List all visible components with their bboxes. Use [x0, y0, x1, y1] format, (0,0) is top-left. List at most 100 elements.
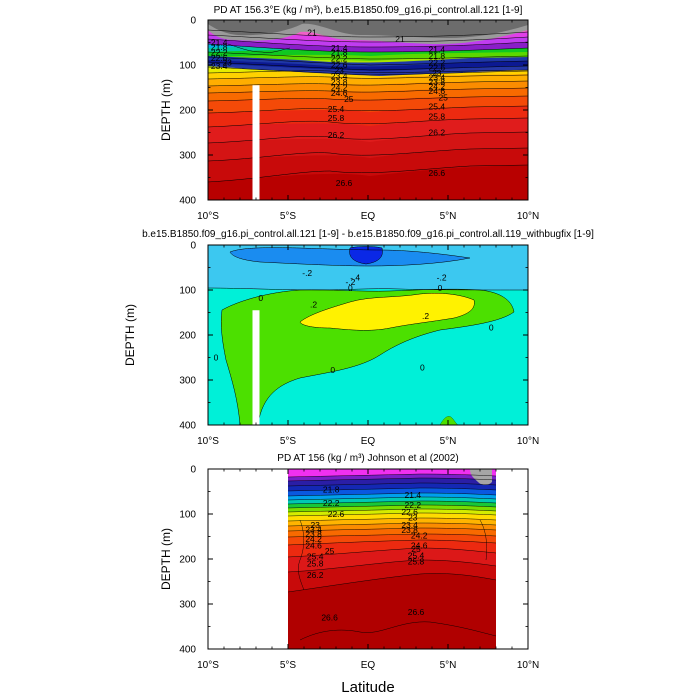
- x-tick-label: 10°N: [517, 211, 539, 222]
- y-tick-label: 0: [190, 241, 196, 252]
- contour-label: -.2: [302, 268, 312, 278]
- contour-label: 25.8: [408, 557, 425, 567]
- x-tick-label: 10°N: [517, 436, 539, 447]
- x-tick-label: 5°N: [440, 436, 457, 447]
- contour-label: -.2: [345, 277, 355, 287]
- contour-label: 22.6: [331, 60, 348, 70]
- contour-label: 21.4: [405, 490, 422, 500]
- contour-label: 21.8: [429, 51, 446, 61]
- contour-label: 26.2: [429, 128, 446, 138]
- contour-label: 21.4: [211, 38, 228, 48]
- contour-label: 21.8: [323, 485, 340, 495]
- contour-label: 25: [325, 546, 335, 556]
- contour-label: 23.8: [331, 77, 348, 87]
- y-tick-label: 300: [179, 151, 196, 162]
- contour-label: 22.2: [211, 47, 228, 57]
- contour-label: 0: [438, 283, 443, 293]
- panel-3: PD AT 156 (kg / m³) Johnson et al (2002): [159, 453, 539, 671]
- y-tick-label: 400: [179, 196, 196, 207]
- contour-label: 26.6: [321, 613, 338, 623]
- contour-label: 26.2: [328, 130, 345, 140]
- contour-label: 23: [408, 513, 418, 523]
- contour-label: 22.2: [429, 57, 446, 67]
- y-tick-label: 200: [179, 106, 196, 117]
- y-tick-label: 100: [179, 286, 196, 297]
- y-tick-label: 300: [179, 600, 196, 611]
- x-tick-label: 5°S: [280, 660, 297, 671]
- x-axis-label: Latitude: [341, 679, 394, 696]
- contour-label: 23.4: [331, 71, 348, 81]
- contour-label: 23.4: [211, 61, 228, 71]
- contour-label: 0: [330, 365, 335, 375]
- contour-label: 25.4: [328, 104, 345, 114]
- contour-label: 25: [411, 544, 421, 554]
- contour-label: 25: [438, 92, 448, 102]
- x-tick-label: 10°N: [517, 660, 539, 671]
- contour-label: 24.2: [305, 534, 322, 544]
- contour-label: 0: [214, 353, 219, 363]
- y-tick-label: 200: [179, 331, 196, 342]
- contour-label: .2: [422, 311, 429, 321]
- x-tick-label: EQ: [361, 660, 376, 671]
- contour-label: 25.8: [429, 111, 446, 121]
- contour-label: 25: [344, 94, 354, 104]
- y-tick-label: 100: [179, 61, 196, 72]
- x-tick-label: 5°S: [280, 436, 297, 447]
- y-tick-label: 400: [179, 645, 196, 656]
- contour-label: 25.8: [328, 113, 345, 123]
- contour-label: 23.4: [305, 524, 322, 534]
- panel-3-title: PD AT 156 (kg / m³) Johnson et al (2002): [277, 453, 458, 464]
- contour-label: 24.6: [411, 541, 428, 551]
- contour-label: -.2: [437, 272, 447, 282]
- contour-label: 0: [348, 283, 353, 293]
- x-tick-label: 10°S: [197, 436, 219, 447]
- contour-label: 21.8: [211, 42, 228, 52]
- y-tick-label: 0: [190, 465, 196, 476]
- contour-label: 24.2: [429, 82, 446, 92]
- x-tick-label: 10°S: [197, 211, 219, 222]
- contour-label: -.4: [350, 272, 360, 282]
- contour-label: 22.2: [331, 54, 348, 64]
- contour-label: .2: [310, 299, 317, 309]
- contour-label: 26.2: [307, 570, 324, 580]
- contour-label: 23: [432, 68, 442, 78]
- contour-label: 24.6: [305, 541, 322, 551]
- y-tick-label: 0: [190, 16, 196, 27]
- x-tick-label: 10°S: [197, 660, 219, 671]
- contour-label: 26.6: [336, 178, 353, 188]
- contour-label: 25.4: [307, 551, 324, 561]
- contour-label: 21.4: [429, 45, 446, 55]
- contour-label: 24.2: [411, 531, 428, 541]
- contour-label: 21.8: [331, 47, 348, 57]
- contour-label: 22.6: [401, 507, 418, 517]
- contour-label: 21: [307, 28, 317, 38]
- contour-label: 24.6: [331, 88, 348, 98]
- x-tick-label: EQ: [361, 211, 376, 222]
- panel-1-field: 212121.421.822.222.62323.421.421.822.222…: [208, 20, 528, 200]
- panel-2-land-mask: [252, 310, 260, 425]
- contour-label: 22.6: [429, 63, 446, 73]
- panel-3-ylabel: DEPTH (m): [159, 528, 173, 590]
- contour-label: 22.2: [405, 500, 422, 510]
- contour-label: 23.8: [305, 529, 322, 539]
- y-tick-label: 200: [179, 555, 196, 566]
- contour-label: 23: [222, 57, 232, 67]
- y-tick-label: 100: [179, 510, 196, 521]
- y-tick-label: 300: [179, 376, 196, 387]
- contour-label: 22.6: [328, 509, 345, 519]
- contour-label: 0: [258, 293, 263, 303]
- contour-label: 0: [420, 362, 425, 372]
- y-tick-label: 400: [179, 421, 196, 432]
- contour-label: 24.6: [429, 86, 446, 96]
- contour-label: 23.4: [401, 520, 418, 530]
- contour-label: 25.4: [429, 101, 446, 111]
- contour-label: 22.6: [211, 53, 228, 63]
- panel-2: b.e15.B1850.f09_g16.pi_control.all.121 […: [123, 229, 594, 447]
- contour-label: 26.6: [429, 168, 446, 178]
- x-tick-label: 5°N: [440, 211, 457, 222]
